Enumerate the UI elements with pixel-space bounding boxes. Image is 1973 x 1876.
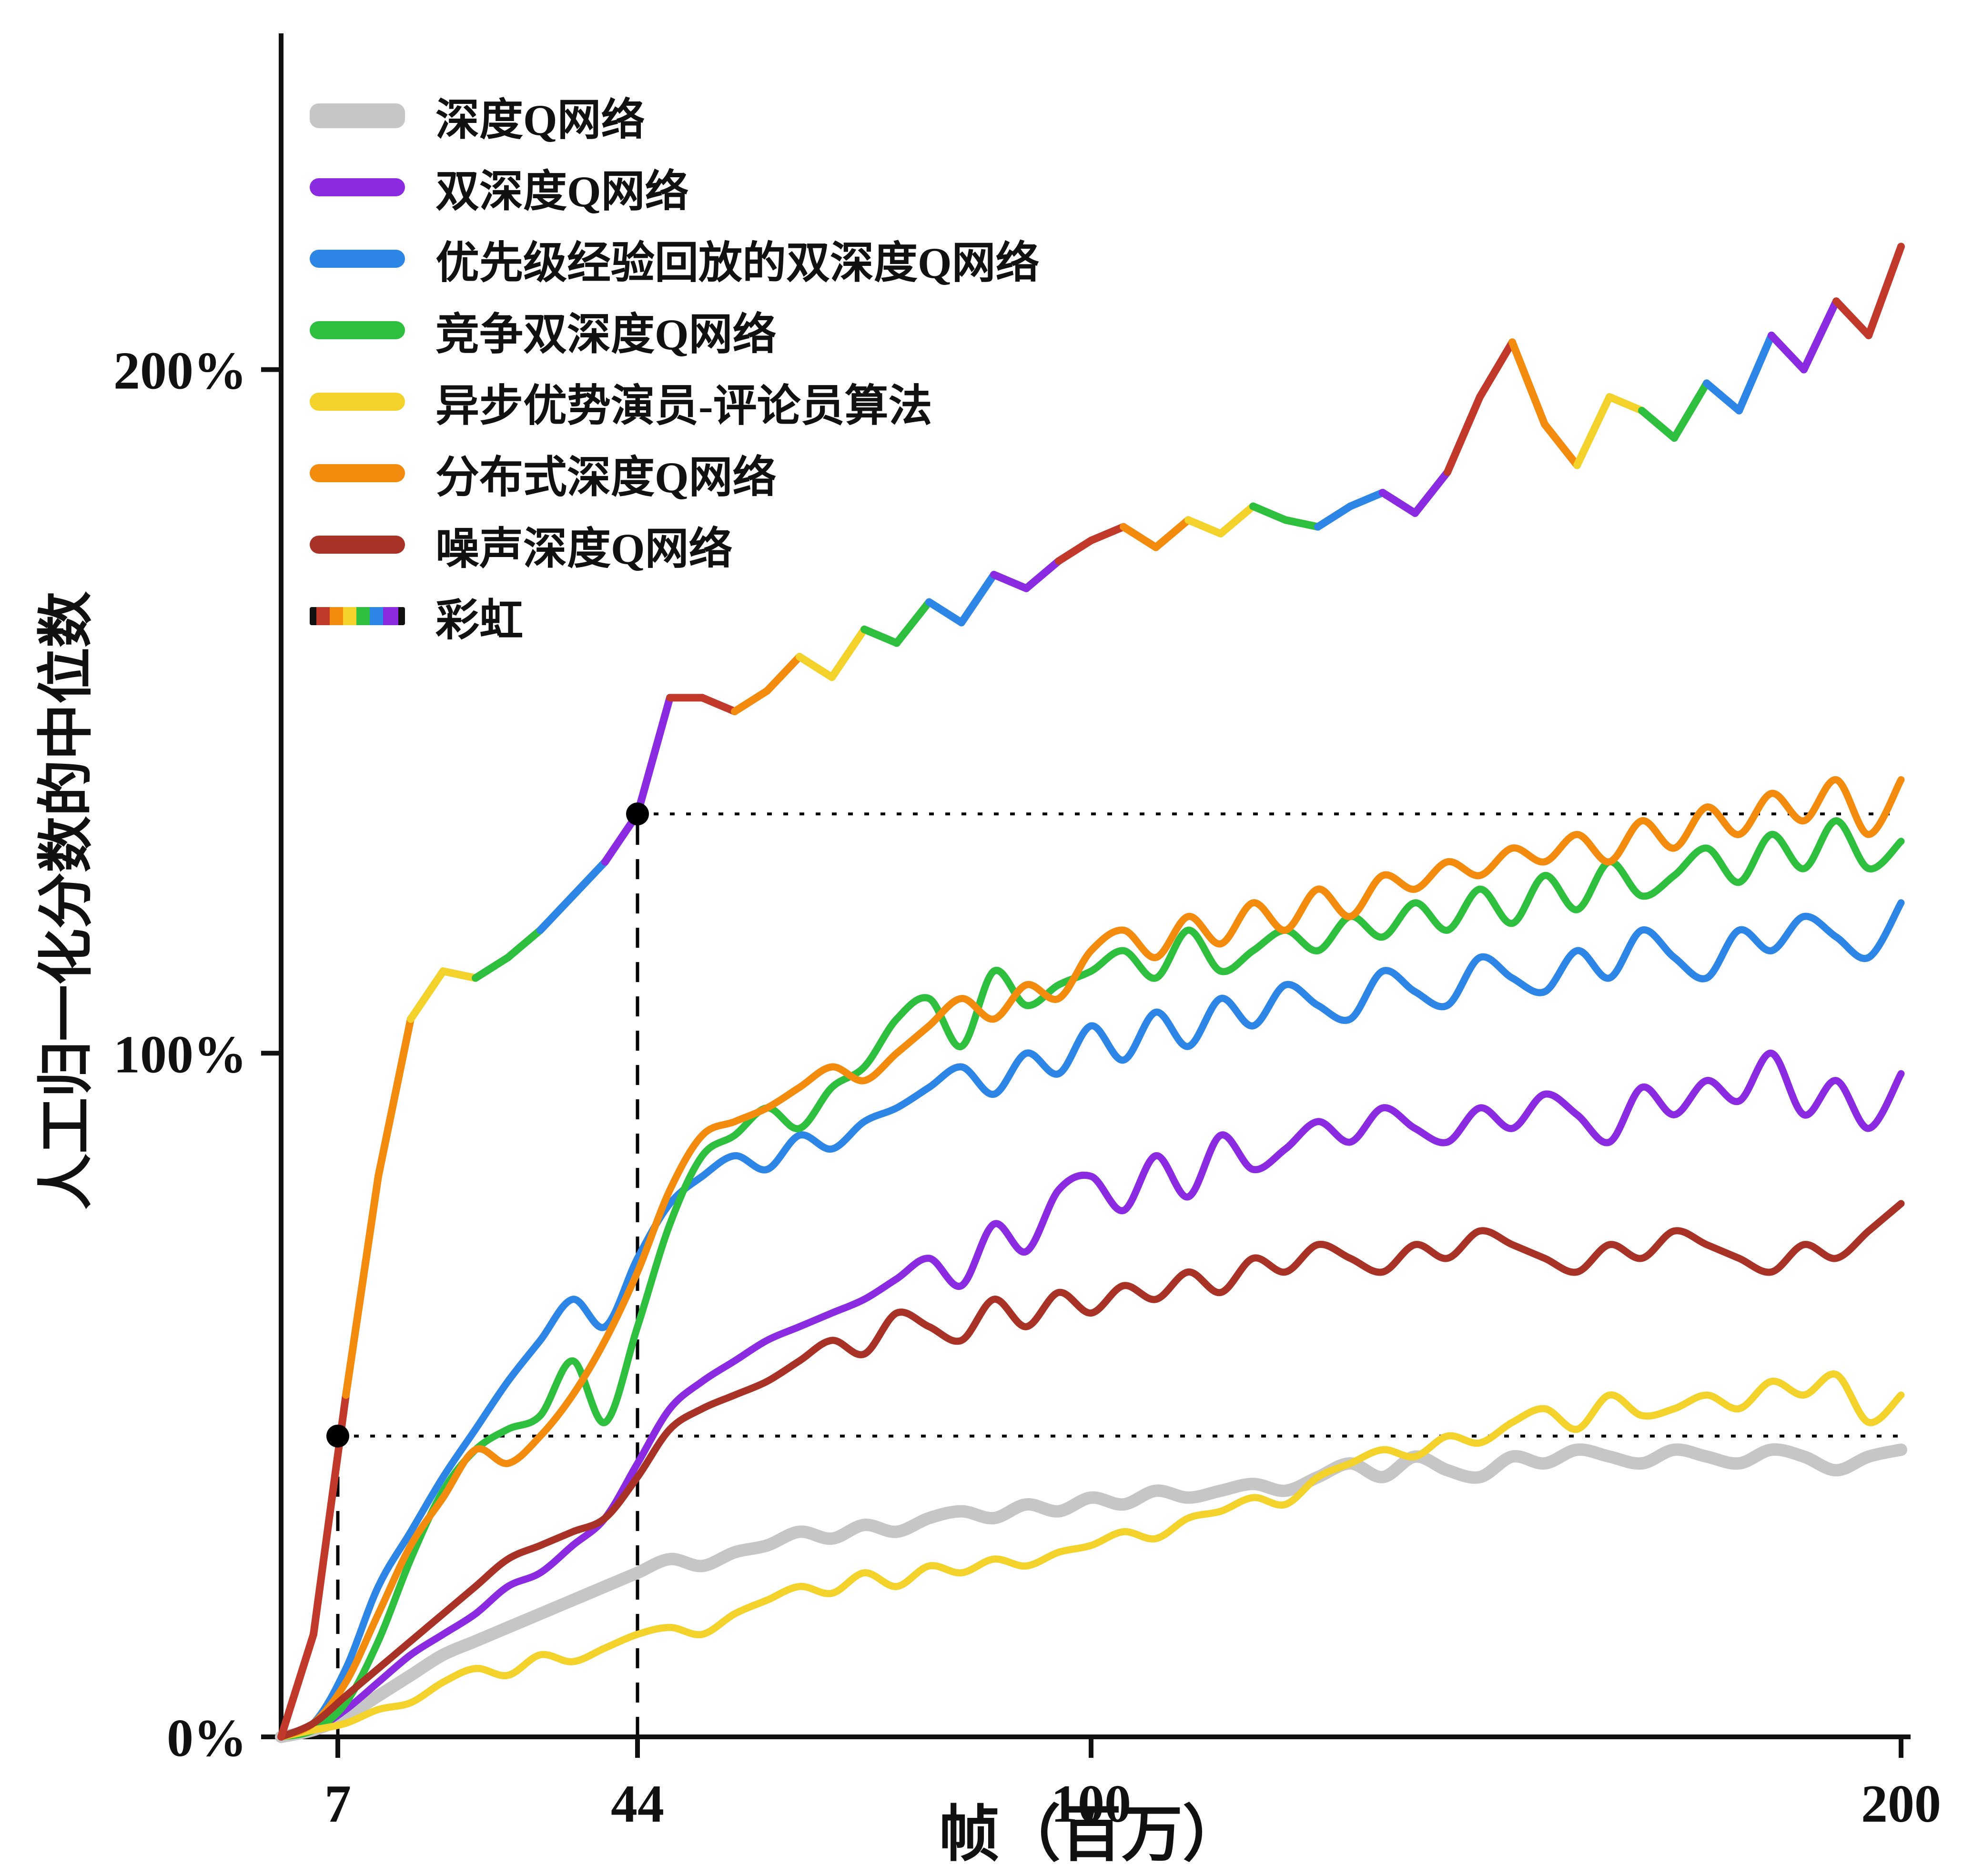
series-line-prioritized-ddqn [277,899,1905,1741]
legend-swatch [310,464,405,482]
series-line-rainbow [569,858,609,900]
series-line-rainbow [634,694,674,818]
legend-item-noisy-dqn: 噪声深度Q网络 [310,509,1040,580]
series-line-rainbow [893,598,933,647]
legend-label: 双深度Q网络 [435,167,689,216]
series-line-rainbow [763,653,803,695]
series-line-a3c [277,1370,1905,1741]
series-line-rainbow [1573,393,1613,469]
series-line-rainbow [1346,488,1386,510]
legend-label: 深度Q网络 [435,95,645,144]
legend-swatch [310,103,405,128]
series-line-rainbow [731,687,771,715]
series-line-rainbow [698,694,739,715]
series-line-rainbow [1735,331,1775,415]
series-line-rainbow [1444,393,1484,476]
series-line-rainbow [1800,297,1840,374]
legend-swatch [310,321,405,339]
series-line-rainbow [1249,502,1289,524]
x-axis-title: 帧（百万） [938,1801,1244,1868]
y-tick-label: 100% [113,1025,247,1084]
series-line-distributional-dqn [277,776,1905,1741]
milestone-dot [326,1424,349,1448]
legend-swatch [310,536,405,554]
series-line-rainbow [1120,523,1160,551]
legend-swatch [310,607,405,625]
series-line-rainbow [1022,557,1062,592]
series-line-rainbow [1282,516,1322,531]
series-line-rainbow [277,1630,317,1741]
legend-item-a3c: 异步优势演员-评论员算法 [310,366,1040,437]
series-line-rainbow [1411,468,1451,517]
series-line-rainbow [1541,420,1581,469]
series-line-rainbow [796,653,836,681]
series-line-rainbow [1217,502,1257,537]
legend-item-distributional-dqn: 分布式深度Q网络 [310,437,1040,509]
series-line-rainbow [1638,406,1678,442]
legend-item-dueling-ddqn: 竞争双深度Q网络 [310,294,1040,366]
series-line-rainbow [342,1172,382,1399]
series-line-rainbow [1606,393,1646,415]
legend-label: 竞争双深度Q网络 [435,310,777,359]
series-line-rainbow [1055,537,1095,565]
y-axis-title: 人工归一化分数的中位数 [35,591,98,1210]
series-line-rainbow [1476,338,1516,401]
series-line-rainbow [439,967,479,982]
series-line-rainbow [407,967,447,1023]
series-line-rainbow [1184,516,1224,537]
series-line-rainbow [1508,338,1548,428]
legend-label: 噪声深度Q网络 [435,524,733,573]
legend: 深度Q网络 双深度Q网络 优先级经验回放的双深度Q网络 竞争双深度Q网络 异步优… [310,80,1040,652]
x-tick-label: 44 [611,1775,664,1834]
legend-swatch [310,393,405,411]
legend-label: 彩虹 [435,596,524,645]
series-line-dqn [275,1443,1907,1743]
series-line-rainbow [1314,502,1354,531]
y-tick-label: 0% [167,1709,247,1768]
milestone-dot [626,802,649,826]
x-tick-label: 7 [324,1775,351,1834]
series-line-rainbow [1152,516,1192,551]
legend-item-prioritized-ddqn: 优先级经验回放的双深度Q网络 [310,223,1040,294]
series-line-rainbow [1832,297,1872,339]
legend-item-double-dqn: 双深度Q网络 [310,152,1040,223]
series-line-rainbow [925,598,965,627]
legend-swatch [310,250,405,268]
series-line-rainbow [504,926,544,962]
legend-label: 分布式深度Q网络 [435,453,777,502]
series-line-rainbow [828,625,868,681]
series-line-rainbow [1703,379,1743,415]
series-line-rainbow [1768,331,1808,374]
legend-label: 优先级经验回放的双深度Q网络 [435,238,1040,287]
x-tick-label: 100 [1051,1775,1131,1834]
series-line-double-dqn [277,1049,1905,1741]
legend-label: 异步优势演员-评论员算法 [435,381,932,430]
series-line-noisy-dqn [277,1200,1905,1741]
series-line-rainbow [990,571,1030,592]
legend-item-rainbow: 彩虹 [310,580,1040,652]
series-line-rainbow [374,1015,415,1180]
series-line-rainbow [860,625,900,647]
legend-swatch [310,178,405,196]
legend-item-dqn: 深度Q网络 [310,80,1040,152]
series-line-dueling-ddqn [277,817,1905,1741]
x-tick-label: 200 [1861,1775,1941,1834]
series-line-rainbow [1087,523,1127,545]
series-line-rainbow [1379,488,1419,517]
series-line-rainbow [536,892,577,934]
y-tick-label: 200% [113,342,247,401]
series-line-rainbow [958,571,998,627]
series-line-rainbow [1670,379,1710,442]
series-line-rainbow [472,953,512,982]
series-line-rainbow [1865,243,1905,339]
